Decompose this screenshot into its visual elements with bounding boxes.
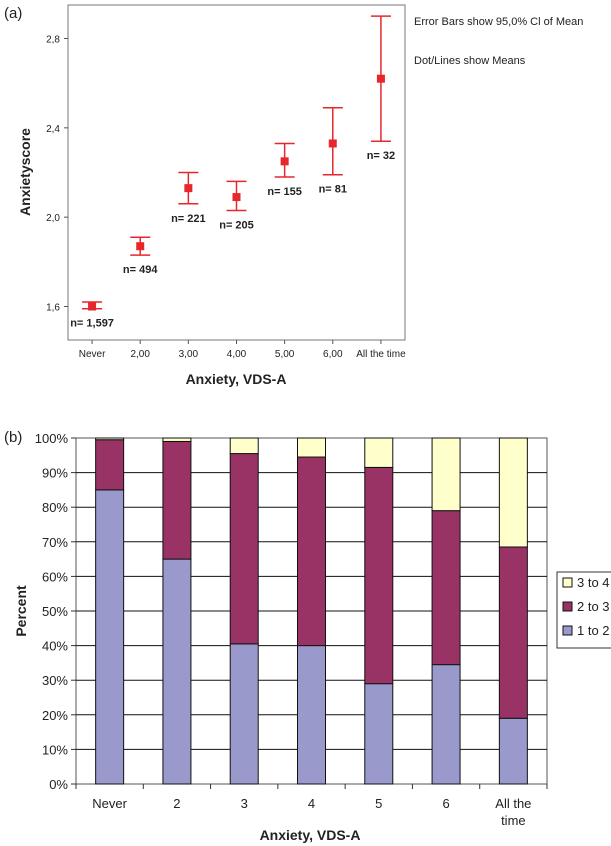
bar-segment [364, 437, 394, 468]
y-axis-b: 0% 10% 20% 30% 40% 50% 60% 70% 80% 90% 100% [35, 431, 76, 792]
n-label: n= 81 [319, 184, 347, 196]
y-tick-label-b: 40% [42, 639, 68, 654]
plot-area-a [67, 4, 406, 341]
y-tick-label-a: 2,8 [46, 35, 60, 46]
y-axis-title-a: Anxietyscore [17, 128, 33, 216]
n-label: n= 221 [171, 213, 206, 225]
bar-segment [364, 466, 394, 685]
bar-segment [431, 664, 461, 785]
x-tick-label-b: 5 [375, 796, 382, 811]
n-label: n= 155 [267, 186, 302, 198]
legend-swatch [562, 601, 573, 612]
x-axis-title-a: Anxiety, VDS-A [186, 371, 287, 387]
x-tick-label-a: Never [79, 349, 106, 360]
n-label: n= 1,597 [70, 318, 114, 330]
bar-segment [431, 437, 461, 512]
y-tick-label-b: 20% [42, 708, 68, 723]
bar-segment [364, 683, 394, 785]
bar-segment [229, 437, 259, 455]
y-axis-title-b: Percent [13, 585, 29, 637]
legend-label: 3 to 4 [577, 575, 610, 590]
legend-label: 2 to 3 [577, 599, 610, 614]
x-tick-label-b: 2 [173, 796, 180, 811]
mean-point [232, 193, 241, 202]
y-tick-label-a: 2,0 [46, 213, 60, 224]
panel-a-tag: (a) [4, 5, 22, 22]
mean-point [376, 74, 385, 83]
y-tick-label-b: 50% [42, 604, 68, 619]
y-tick-label-b: 10% [42, 742, 68, 757]
x-tick-label-b: All the [495, 796, 531, 811]
bar-segment [162, 558, 192, 785]
bar-segment [297, 437, 326, 458]
x-tick-label-a: 6,00 [323, 349, 343, 360]
y-tick-label-b: 60% [42, 569, 68, 584]
x-tick-label-a: 2,00 [130, 349, 150, 360]
y-tick-label-b: 0% [49, 777, 68, 792]
bar-segment [431, 510, 461, 666]
legend-b: 3 to 4 2 to 3 1 to 2 [556, 571, 611, 649]
means-series: n= 1,597 n= 494 n= 221 n= 205 n= 155 n= 81 n= … [70, 15, 395, 330]
mean-point [136, 242, 145, 251]
y-tick-label-b: 90% [42, 466, 68, 481]
bar-segment [95, 439, 125, 491]
bar-segment [95, 489, 125, 785]
note-dot-lines: Dot/Lines show Means [414, 55, 526, 67]
x-tick-label-b: 3 [241, 796, 248, 811]
bar-segment [162, 437, 192, 442]
x-tick-label-b: 6 [442, 796, 449, 811]
note-error-bars: Error Bars show 95,0% Cl of Mean [414, 16, 583, 28]
y-tick-label-a: 2,4 [46, 124, 60, 135]
y-tick-label-b: 30% [42, 673, 68, 688]
mean-point [280, 157, 289, 166]
bar-segment [498, 437, 528, 548]
n-label: n= 32 [367, 150, 395, 162]
x-tick-label-b: Never [92, 796, 127, 811]
legend-swatch [562, 577, 573, 588]
legend-label: 1 to 2 [577, 623, 610, 638]
x-tick-label-b: time [501, 813, 526, 828]
y-axis-a: 1,6 2,0 2,4 2,8 [46, 35, 68, 314]
n-label: n= 494 [123, 264, 158, 276]
y-tick-label-b: 80% [42, 500, 68, 515]
bar-segment [229, 643, 259, 785]
bar-segment [297, 456, 326, 647]
mean-point [184, 184, 193, 193]
x-tick-label-a: 3,00 [179, 349, 199, 360]
y-tick-label-b: 100% [35, 431, 69, 446]
stacked-bars [95, 437, 528, 785]
y-tick-label-b: 70% [42, 535, 68, 550]
bar-segment [95, 437, 125, 441]
bar-segment [229, 453, 259, 645]
bar-segment [498, 546, 528, 719]
n-label: n= 205 [219, 219, 254, 231]
x-axis-a: Never 2,00 3,00 4,00 5,00 6,00 All the time [79, 340, 406, 360]
bar-segment [162, 440, 192, 560]
panel-b: (b) 0% 10% 20% 30% 40% 50% 60% 70% 80% 90% 100% Ne… [4, 429, 611, 843]
panel-a: (a) 1,6 2,0 2,4 2,8 Never 2,00 3,00 4,00 5,00 6,… [4, 4, 583, 387]
bar-segment [498, 717, 528, 785]
x-tick-label-b: 4 [308, 796, 315, 811]
x-axis-title-b: Anxiety, VDS-A [260, 827, 361, 843]
x-axis-b: Never 2 3 4 5 6 All the time [75, 784, 548, 828]
y-tick-label-a: 1,6 [46, 303, 60, 314]
legend-swatch [562, 625, 573, 636]
mean-point [88, 302, 97, 311]
mean-point [328, 139, 337, 148]
bar-segment [297, 645, 326, 785]
x-tick-label-a: 4,00 [227, 349, 247, 360]
x-tick-label-a: 5,00 [275, 349, 295, 360]
x-tick-label-a: All the time [356, 349, 406, 360]
panel-b-tag: (b) [4, 429, 22, 446]
